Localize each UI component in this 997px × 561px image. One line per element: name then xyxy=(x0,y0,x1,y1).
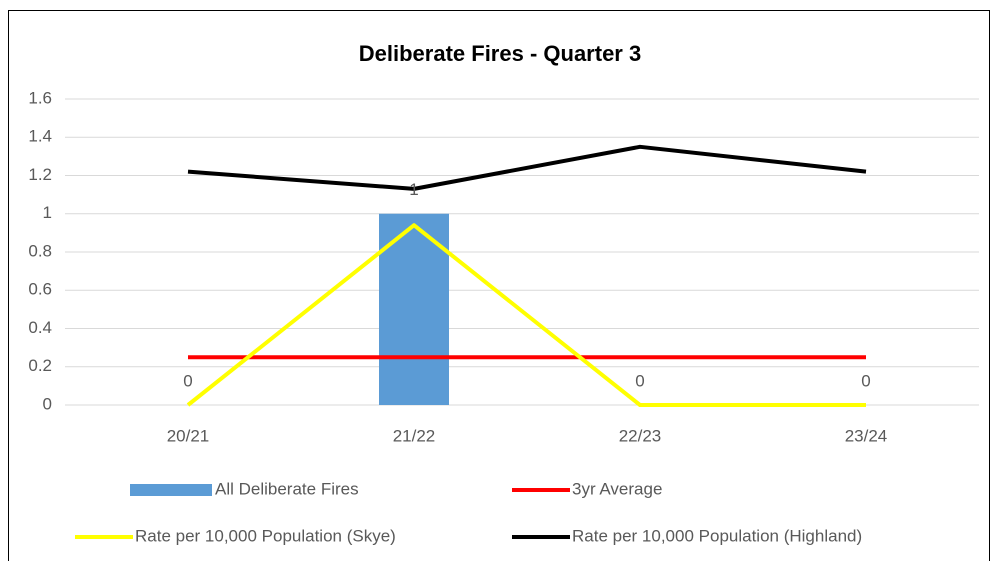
y-tick-label: 1.2 xyxy=(28,165,52,184)
data-label: 0 xyxy=(861,371,870,390)
line-series xyxy=(187,144,867,191)
legend-label: Rate per 10,000 Population (Skye) xyxy=(135,526,396,545)
chart-title: Deliberate Fires - Quarter 3 xyxy=(359,41,641,66)
y-tick-label: 0.4 xyxy=(28,318,52,337)
x-tick-label: 23/24 xyxy=(845,426,888,445)
chart-frame xyxy=(8,10,990,561)
y-tick-label: 0.6 xyxy=(28,280,52,299)
legend-label: 3yr Average xyxy=(572,479,662,498)
y-tick-label: 0 xyxy=(43,394,52,413)
legend-label: All Deliberate Fires xyxy=(215,479,359,498)
data-label: 1 xyxy=(409,180,418,199)
legend-swatch xyxy=(130,484,212,496)
data-label: 0 xyxy=(183,371,192,390)
y-tick-label: 1.6 xyxy=(28,88,52,107)
y-tick-label: 1.4 xyxy=(28,127,52,146)
legend-label: Rate per 10,000 Population (Highland) xyxy=(572,526,862,545)
x-tick-label: 21/22 xyxy=(393,426,436,445)
y-tick-label: 0.8 xyxy=(28,241,52,260)
y-tick-label: 1 xyxy=(43,203,52,222)
x-tick-label: 20/21 xyxy=(167,426,210,445)
y-tick-label: 0.2 xyxy=(28,356,52,375)
line-series xyxy=(186,223,866,407)
x-tick-label: 22/23 xyxy=(619,426,662,445)
data-label: 0 xyxy=(635,371,644,390)
